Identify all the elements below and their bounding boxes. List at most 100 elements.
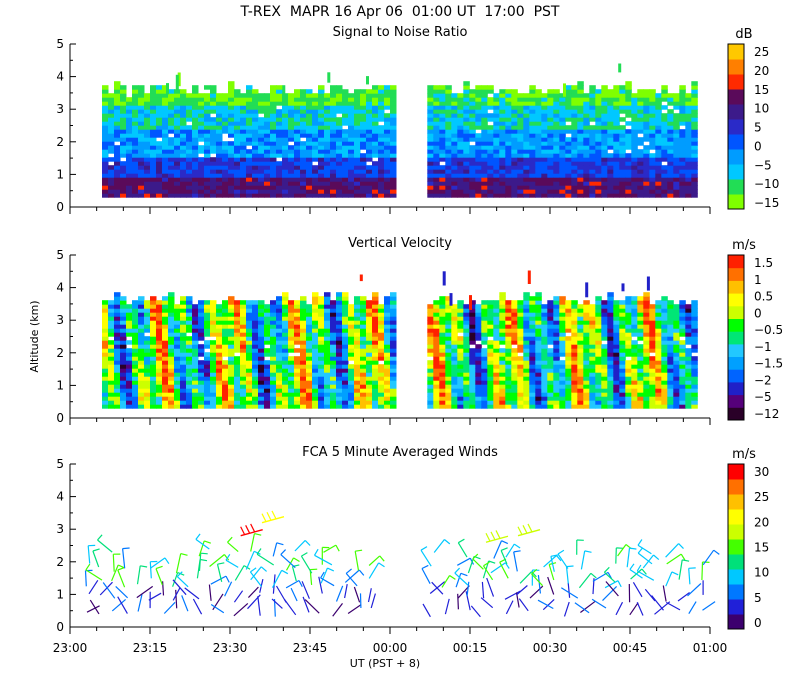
velocity-cell xyxy=(457,300,464,305)
velocity-cell xyxy=(649,368,656,373)
snr-cell xyxy=(222,153,229,158)
velocity-cell xyxy=(288,340,295,345)
velocity-cell xyxy=(487,392,494,397)
velocity-cell xyxy=(649,392,656,397)
snr-cell xyxy=(589,189,596,194)
velocity-cell xyxy=(210,328,217,333)
snr-cell xyxy=(228,189,235,194)
velocity-cell xyxy=(372,404,379,409)
snr-cell xyxy=(348,181,355,186)
snr-cell xyxy=(631,129,638,134)
velocity-cell xyxy=(661,324,668,329)
velocity-cell xyxy=(246,372,253,377)
snr-cell xyxy=(162,85,169,90)
velocity-cell xyxy=(168,372,175,377)
velocity-cell xyxy=(120,380,127,385)
snr-cell xyxy=(595,105,602,110)
velocity-cell xyxy=(210,312,217,317)
velocity-cell xyxy=(499,396,506,401)
velocity-cell xyxy=(649,344,656,349)
snr-cell xyxy=(535,89,542,94)
velocity-cell xyxy=(475,368,482,373)
snr-cell xyxy=(577,165,584,170)
snr-cell xyxy=(186,141,193,146)
snr-cell xyxy=(330,173,337,178)
velocity-cell xyxy=(553,384,560,389)
velocity-cell xyxy=(150,352,157,357)
snr-cell xyxy=(258,117,265,122)
snr-cell xyxy=(252,165,259,170)
snr-cell xyxy=(493,113,500,118)
velocity-cell xyxy=(282,356,289,361)
velocity-cell xyxy=(198,332,205,337)
velocity-cell xyxy=(499,292,506,297)
velocity-cell xyxy=(144,312,151,317)
snr-cell xyxy=(318,105,325,110)
velocity-cell xyxy=(180,356,187,361)
velocity-cell xyxy=(637,368,644,373)
snr-cell xyxy=(553,157,560,162)
velocity-cell xyxy=(577,388,584,393)
snr-cell xyxy=(601,85,608,90)
velocity-cell xyxy=(342,380,349,385)
snr-cell xyxy=(240,101,247,106)
velocity-cell xyxy=(126,368,133,373)
velocity-cell xyxy=(378,328,385,333)
velocity-cell xyxy=(427,360,434,365)
snr-cell xyxy=(234,173,241,178)
snr-cell xyxy=(643,161,650,166)
velocity-cell xyxy=(216,388,223,393)
velocity-cell xyxy=(234,340,241,345)
snr-cell xyxy=(330,133,337,138)
snr-cell xyxy=(469,189,476,194)
velocity-cell xyxy=(589,316,596,321)
velocity-cell xyxy=(547,336,554,341)
snr-cell xyxy=(517,109,524,114)
snr-cell xyxy=(655,193,662,198)
velocity-cell xyxy=(252,324,259,329)
snr-cell xyxy=(565,125,572,130)
snr-cell xyxy=(637,141,644,146)
velocity-cell xyxy=(655,400,662,405)
velocity-cell xyxy=(282,388,289,393)
velocity-cell xyxy=(517,388,524,393)
velocity-cell xyxy=(619,388,626,393)
snr-cell xyxy=(541,121,548,126)
snr-cell xyxy=(637,181,644,186)
velocity-cell xyxy=(294,384,301,389)
velocity-cell xyxy=(378,304,385,309)
snr-cell xyxy=(613,137,620,142)
velocity-cell xyxy=(192,372,199,377)
snr-cell xyxy=(475,121,482,126)
snr-cell xyxy=(673,181,680,186)
velocity-cell xyxy=(330,392,337,397)
velocity-cell xyxy=(258,396,265,401)
velocity-cell xyxy=(372,312,379,317)
snr-cell xyxy=(294,97,301,102)
velocity-cell xyxy=(643,368,650,373)
velocity-cell xyxy=(493,328,500,333)
snr-cell xyxy=(613,181,620,186)
snr-cell xyxy=(360,93,367,98)
snr-cell xyxy=(330,193,337,198)
velocity-cell xyxy=(102,316,109,321)
snr-cell xyxy=(192,157,199,162)
snr-cell xyxy=(475,165,482,170)
snr-cell xyxy=(613,125,620,130)
snr-cell xyxy=(312,193,319,198)
snr-cell xyxy=(625,81,632,86)
velocity-cell xyxy=(577,364,584,369)
snr-cell xyxy=(144,121,151,126)
snr-cell xyxy=(246,173,253,178)
snr-cell xyxy=(258,121,265,126)
velocity-cell xyxy=(306,404,313,409)
velocity-cell xyxy=(433,348,440,353)
snr-cell xyxy=(487,193,494,198)
snr-cell xyxy=(655,161,662,166)
snr-cell xyxy=(469,109,476,114)
velocity-cell xyxy=(366,388,373,393)
snr-cell xyxy=(463,81,470,86)
velocity-cell xyxy=(505,364,512,369)
snr-cell xyxy=(571,85,578,90)
velocity-cell xyxy=(463,308,470,313)
